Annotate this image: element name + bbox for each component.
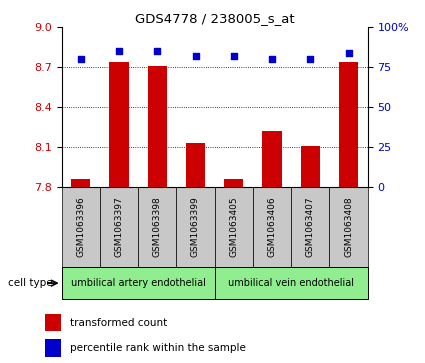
- Text: GSM1063407: GSM1063407: [306, 196, 315, 257]
- Text: GSM1063399: GSM1063399: [191, 196, 200, 257]
- Point: [77, 56, 84, 62]
- Text: GSM1063397: GSM1063397: [114, 196, 124, 257]
- Text: umbilical vein endothelial: umbilical vein endothelial: [228, 278, 354, 288]
- Bar: [62, 187, 100, 267]
- Text: GSM1063396: GSM1063396: [76, 196, 85, 257]
- Text: percentile rank within the sample: percentile rank within the sample: [70, 343, 246, 353]
- Point: [345, 50, 352, 56]
- Point: [269, 56, 275, 62]
- Bar: [224, 179, 243, 187]
- Bar: [215, 267, 368, 299]
- Text: umbilical artery endothelial: umbilical artery endothelial: [71, 278, 206, 288]
- Text: GSM1063406: GSM1063406: [267, 196, 277, 257]
- Bar: [291, 187, 329, 267]
- Bar: [62, 267, 215, 299]
- Bar: [109, 62, 128, 187]
- Bar: [253, 187, 291, 267]
- Point: [154, 48, 161, 54]
- Title: GDS4778 / 238005_s_at: GDS4778 / 238005_s_at: [135, 12, 295, 25]
- Bar: [45, 314, 61, 331]
- Bar: [176, 187, 215, 267]
- Bar: [71, 179, 90, 187]
- Bar: [100, 187, 138, 267]
- Bar: [148, 66, 167, 187]
- Text: GSM1063405: GSM1063405: [229, 196, 238, 257]
- Bar: [186, 143, 205, 187]
- Text: transformed count: transformed count: [70, 318, 167, 328]
- Bar: [339, 62, 358, 187]
- Bar: [215, 187, 253, 267]
- Text: GSM1063408: GSM1063408: [344, 196, 353, 257]
- Point: [192, 53, 199, 59]
- Point: [307, 56, 314, 62]
- Bar: [45, 339, 61, 357]
- Bar: [300, 146, 320, 187]
- Bar: [138, 187, 176, 267]
- Text: cell type: cell type: [8, 278, 53, 288]
- Point: [116, 48, 122, 54]
- Bar: [329, 187, 368, 267]
- Text: GSM1063398: GSM1063398: [153, 196, 162, 257]
- Bar: [262, 131, 281, 187]
- Point: [230, 53, 237, 59]
